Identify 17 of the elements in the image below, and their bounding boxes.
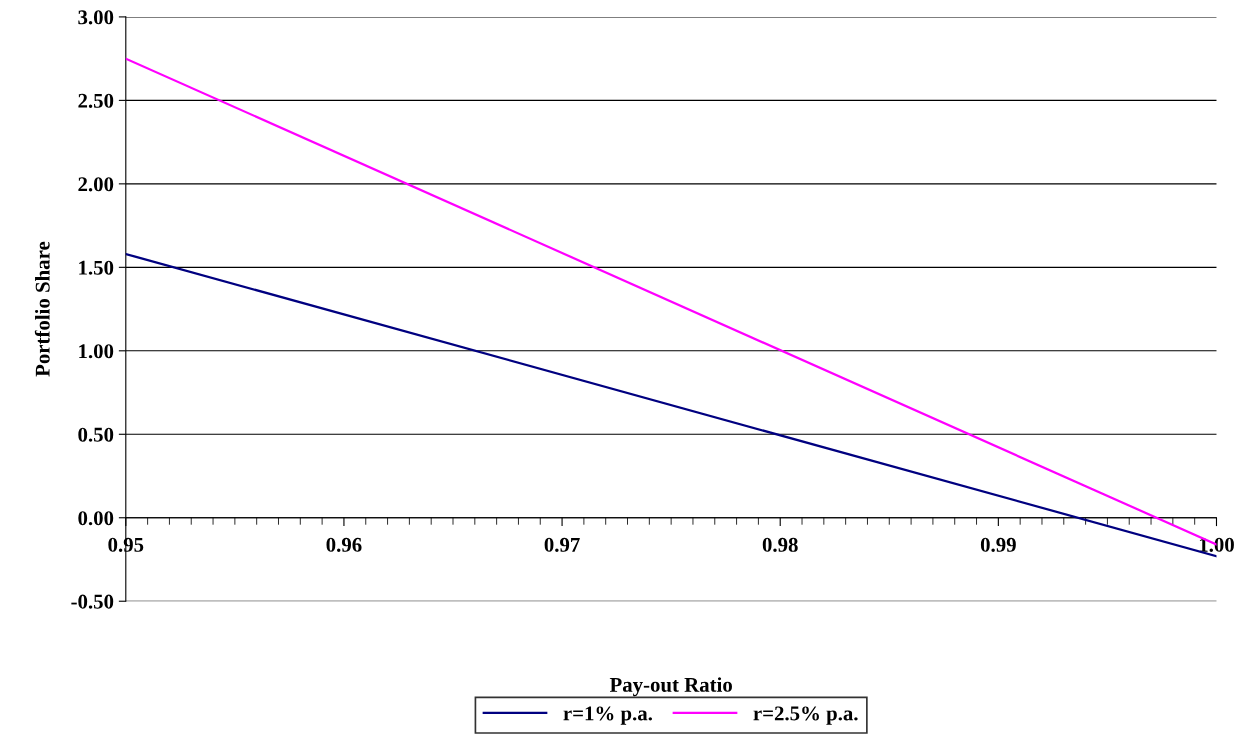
y-tick-label: -0.50 [71,594,114,609]
x-tick-label: 1.00 [1199,537,1234,552]
x-axis-title: Pay-out Ratio [609,677,732,697]
y-tick-label: 1.00 [79,344,114,359]
legend-label: r=1% p.a. [563,706,652,725]
y-tick-label: 2.00 [78,177,114,192]
y-tick-label: 1.50 [79,260,114,275]
x-tick-label: 0.96 [326,537,362,552]
x-tick-label: 0.98 [762,537,798,552]
y-tick-label: 0.00 [78,511,114,526]
y-tick-label: 2.50 [78,93,114,108]
x-tick-label: 0.97 [544,537,580,552]
legend-label: r=2.5% p.a. [753,706,858,725]
x-tick-label: 0.99 [980,537,1016,552]
y-tick-label: 0.50 [78,427,114,442]
y-tick-label: 3.00 [78,10,114,25]
y-axis-title: Portfolio Share [34,241,50,377]
